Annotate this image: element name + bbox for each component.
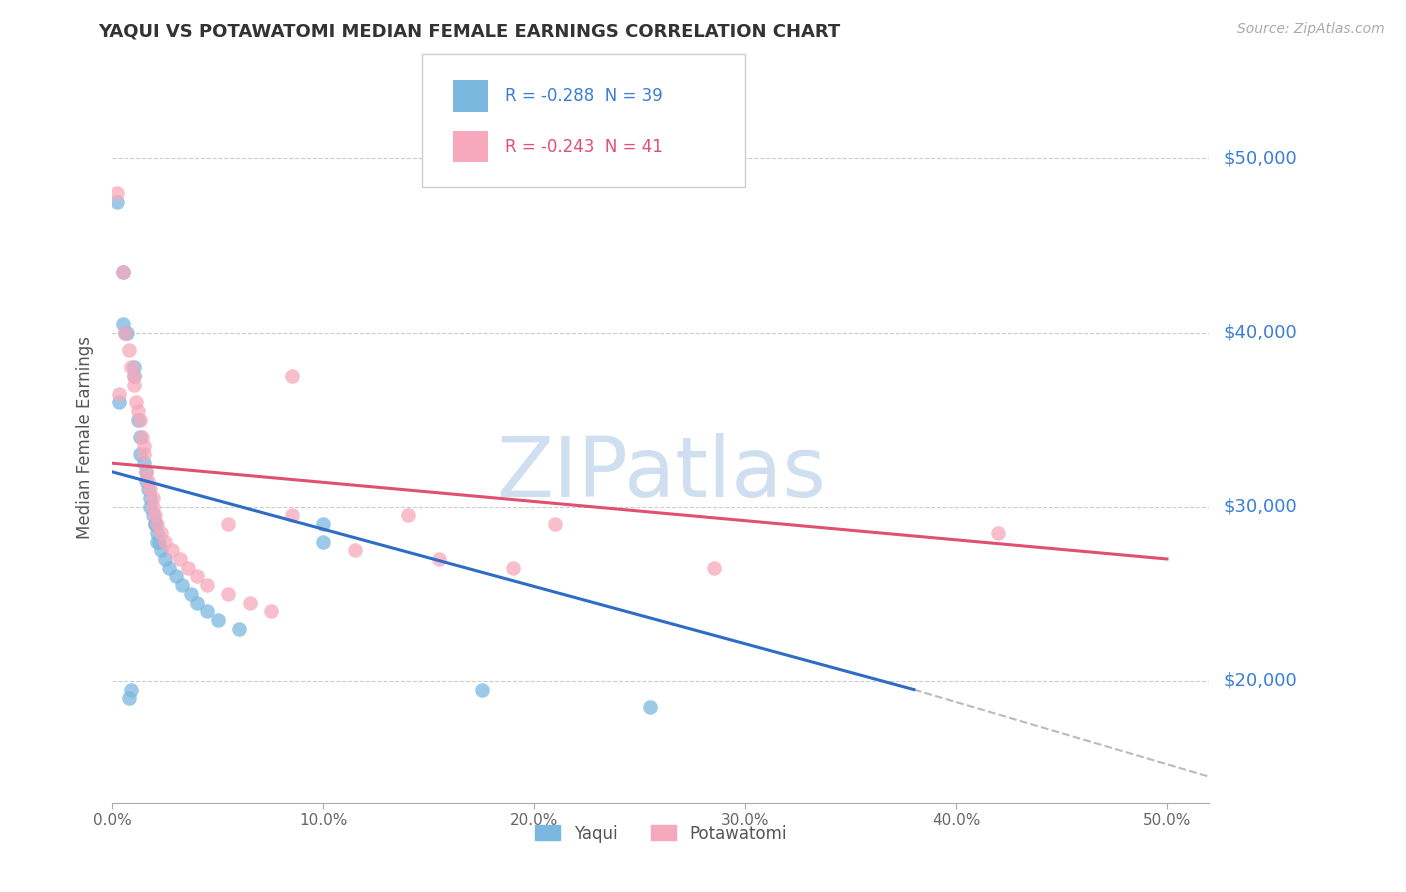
Point xyxy=(186,569,208,583)
Point xyxy=(177,560,200,574)
Point xyxy=(343,543,366,558)
Point xyxy=(105,186,128,201)
Point xyxy=(502,560,524,574)
Point xyxy=(135,465,157,479)
Point xyxy=(108,395,129,409)
Point xyxy=(108,386,129,401)
Point xyxy=(127,404,149,418)
Point xyxy=(141,500,163,514)
Text: R = -0.288  N = 39: R = -0.288 N = 39 xyxy=(505,87,662,105)
Point xyxy=(135,465,157,479)
Point xyxy=(150,543,172,558)
Point xyxy=(141,491,163,505)
Point xyxy=(141,508,163,523)
Point xyxy=(195,604,219,618)
Point xyxy=(180,587,202,601)
Point xyxy=(127,412,149,426)
Y-axis label: Median Female Earnings: Median Female Earnings xyxy=(76,335,94,539)
Point xyxy=(112,265,135,279)
Point xyxy=(122,369,145,384)
Point xyxy=(159,560,180,574)
Point xyxy=(129,448,152,462)
Point xyxy=(146,525,169,540)
Point xyxy=(259,604,281,618)
Point xyxy=(139,491,162,505)
Point xyxy=(239,595,262,609)
Point xyxy=(129,412,152,426)
Point xyxy=(186,595,208,609)
Point xyxy=(114,326,136,340)
Point xyxy=(121,682,143,697)
Point xyxy=(165,569,187,583)
Point xyxy=(218,587,240,601)
Text: ZIPatlas: ZIPatlas xyxy=(496,434,825,514)
Point xyxy=(122,369,145,384)
Text: R = -0.243  N = 41: R = -0.243 N = 41 xyxy=(505,137,662,156)
Point xyxy=(150,525,172,540)
Point xyxy=(172,578,194,592)
Point xyxy=(146,534,169,549)
Point xyxy=(544,517,567,532)
Point xyxy=(228,622,250,636)
Text: YAQUI VS POTAWATOMI MEDIAN FEMALE EARNINGS CORRELATION CHART: YAQUI VS POTAWATOMI MEDIAN FEMALE EARNIN… xyxy=(98,22,841,40)
Point xyxy=(281,508,304,523)
Text: $30,000: $30,000 xyxy=(1223,498,1296,516)
Point xyxy=(702,560,725,574)
Point xyxy=(129,430,152,444)
Point xyxy=(155,552,177,566)
Point xyxy=(987,525,1010,540)
Point xyxy=(118,343,141,357)
Point xyxy=(118,691,141,706)
Point xyxy=(112,317,135,331)
Point xyxy=(195,578,219,592)
Point xyxy=(124,395,148,409)
Point xyxy=(427,552,450,566)
Text: $40,000: $40,000 xyxy=(1223,324,1296,342)
Point xyxy=(135,474,157,488)
Point xyxy=(112,265,135,279)
Text: Source: ZipAtlas.com: Source: ZipAtlas.com xyxy=(1237,22,1385,37)
Point xyxy=(138,483,160,497)
Point xyxy=(132,456,156,470)
Text: $20,000: $20,000 xyxy=(1223,672,1296,690)
Point xyxy=(169,552,191,566)
Point xyxy=(117,326,138,340)
Point xyxy=(143,517,166,532)
Point xyxy=(281,369,304,384)
Point xyxy=(138,474,160,488)
Text: $50,000: $50,000 xyxy=(1223,150,1296,168)
Point xyxy=(638,700,662,714)
Point xyxy=(155,534,177,549)
Point xyxy=(139,483,162,497)
Point xyxy=(139,500,162,514)
Point xyxy=(121,360,143,375)
Point xyxy=(143,517,166,532)
Point xyxy=(143,508,166,523)
Point xyxy=(396,508,419,523)
Point xyxy=(312,517,335,532)
Point xyxy=(132,448,156,462)
Point xyxy=(146,517,169,532)
Point xyxy=(114,326,136,340)
Point xyxy=(160,543,183,558)
Point xyxy=(122,360,145,375)
Point xyxy=(148,534,170,549)
Point xyxy=(470,682,494,697)
Point xyxy=(312,534,335,549)
Point xyxy=(131,430,153,444)
Point xyxy=(218,517,240,532)
Legend: Yaqui, Potawatomi: Yaqui, Potawatomi xyxy=(529,818,793,849)
Point xyxy=(105,194,128,209)
Point xyxy=(132,439,156,453)
Point xyxy=(207,613,229,627)
Point xyxy=(122,377,145,392)
